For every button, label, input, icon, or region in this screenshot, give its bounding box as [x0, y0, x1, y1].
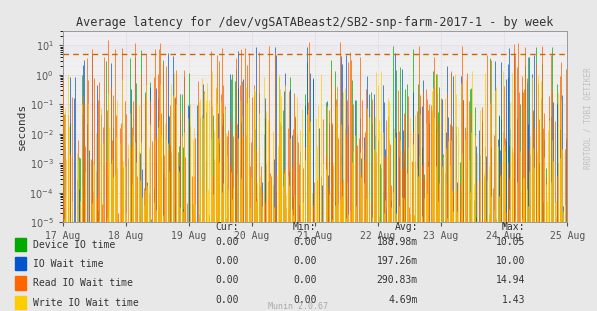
Text: 0.00: 0.00 [293, 295, 316, 304]
Text: RRDTOOL / TOBI OETIKER: RRDTOOL / TOBI OETIKER [583, 67, 592, 169]
Text: 0.00: 0.00 [216, 256, 239, 266]
Text: 197.26m: 197.26m [377, 256, 418, 266]
Text: 0.00: 0.00 [216, 295, 239, 304]
Text: 1.43: 1.43 [502, 295, 525, 304]
Text: 0.00: 0.00 [293, 256, 316, 266]
Text: 14.94: 14.94 [496, 275, 525, 285]
Text: Read IO Wait time: Read IO Wait time [33, 278, 133, 288]
Text: IO Wait time: IO Wait time [33, 259, 103, 269]
Text: 10.05: 10.05 [496, 237, 525, 247]
Text: Munin 2.0.67: Munin 2.0.67 [269, 302, 328, 311]
Y-axis label: seconds: seconds [17, 103, 27, 150]
Text: Min:: Min: [293, 222, 316, 232]
Text: Avg:: Avg: [395, 222, 418, 232]
Text: 10.00: 10.00 [496, 256, 525, 266]
Bar [63, 31, 567, 54]
Text: 0.00: 0.00 [216, 275, 239, 285]
Text: 4.69m: 4.69m [389, 295, 418, 304]
Text: 0.00: 0.00 [216, 237, 239, 247]
Text: 290.83m: 290.83m [377, 275, 418, 285]
Text: 0.00: 0.00 [293, 275, 316, 285]
Text: 188.98m: 188.98m [377, 237, 418, 247]
Text: Device IO time: Device IO time [33, 240, 115, 250]
Text: Write IO Wait time: Write IO Wait time [33, 298, 139, 308]
Text: Cur:: Cur: [216, 222, 239, 232]
Title: Average latency for /dev/vgSATABeast2/SB2-snp-farm-2017-1 - by week: Average latency for /dev/vgSATABeast2/SB… [76, 16, 553, 29]
Text: 0.00: 0.00 [293, 237, 316, 247]
Text: Max:: Max: [502, 222, 525, 232]
